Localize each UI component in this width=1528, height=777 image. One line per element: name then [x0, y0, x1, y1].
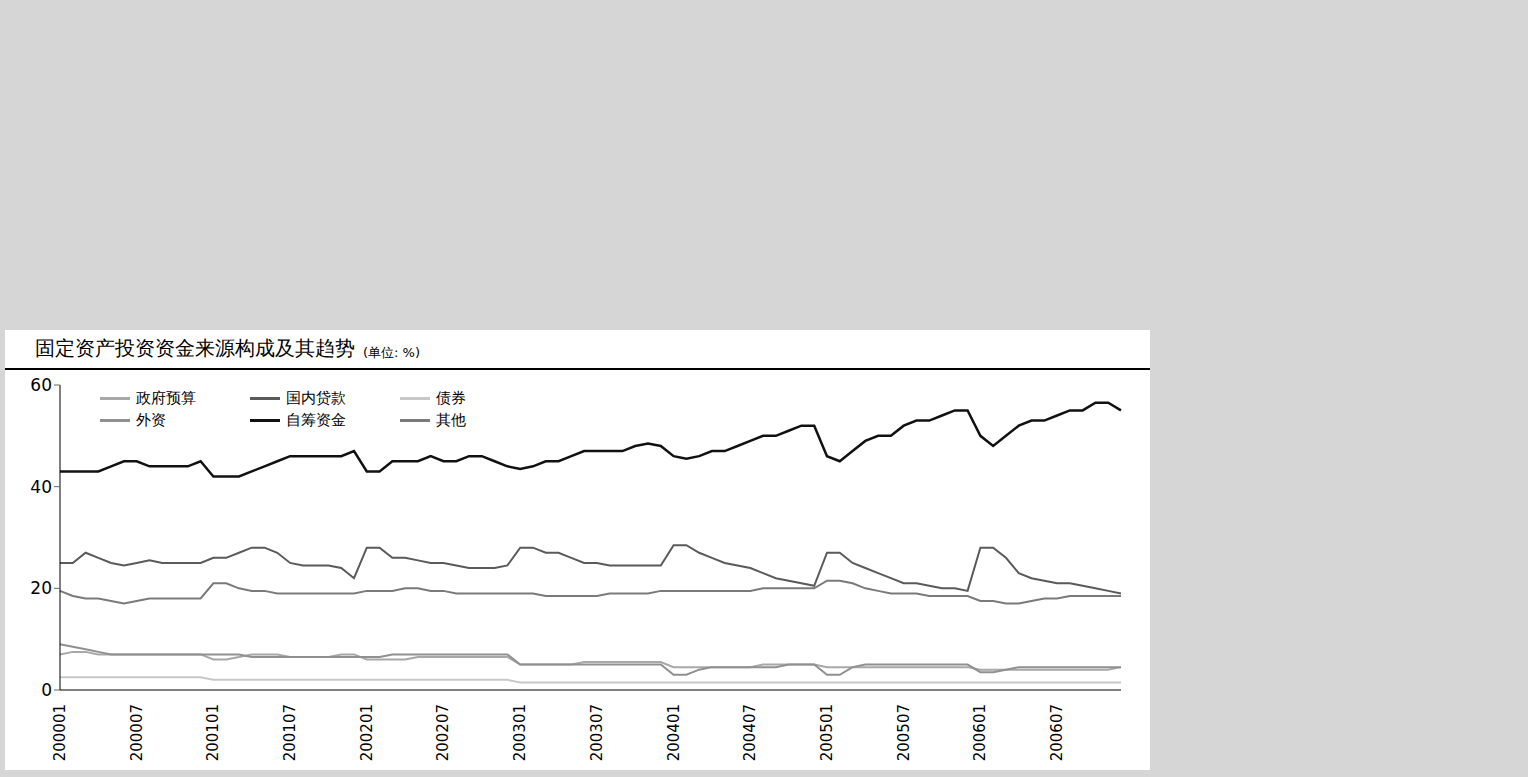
svg-text:200107: 200107 [281, 704, 299, 761]
svg-text:0: 0 [41, 680, 52, 700]
svg-text:200407: 200407 [741, 704, 759, 761]
svg-text:200001: 200001 [51, 704, 69, 761]
svg-text:40: 40 [30, 477, 52, 497]
html-text:国内贷款: 国内贷款 [286, 388, 346, 407]
svg-text:200507: 200507 [895, 704, 913, 761]
svg-text:200601: 200601 [971, 704, 989, 761]
html-text:其他: 其他 [436, 410, 466, 429]
html-text:自筹资金: 自筹资金 [286, 410, 346, 429]
html-text:债券: 债券 [436, 388, 466, 407]
svg-text:200007: 200007 [128, 704, 146, 761]
html-text:外资: 外资 [136, 410, 166, 429]
svg-text:200201: 200201 [358, 704, 376, 761]
svg-text:200307: 200307 [588, 704, 606, 761]
html-text:政府预算: 政府预算 [136, 388, 196, 407]
svg-text:200301: 200301 [511, 704, 529, 761]
svg-text:200401: 200401 [665, 704, 683, 761]
svg-text:60: 60 [30, 375, 52, 395]
svg-text:200607: 200607 [1048, 704, 1066, 761]
svg-text:200207: 200207 [434, 704, 452, 761]
svg-text:20: 20 [30, 578, 52, 598]
svg-text:200501: 200501 [818, 704, 836, 761]
html-text:固定资产投资资金来源构成及其趋势 (单位: %): 固定资产投资资金来源构成及其趋势 (单位: %) [35, 336, 420, 360]
svg-text:200101: 200101 [204, 704, 222, 761]
